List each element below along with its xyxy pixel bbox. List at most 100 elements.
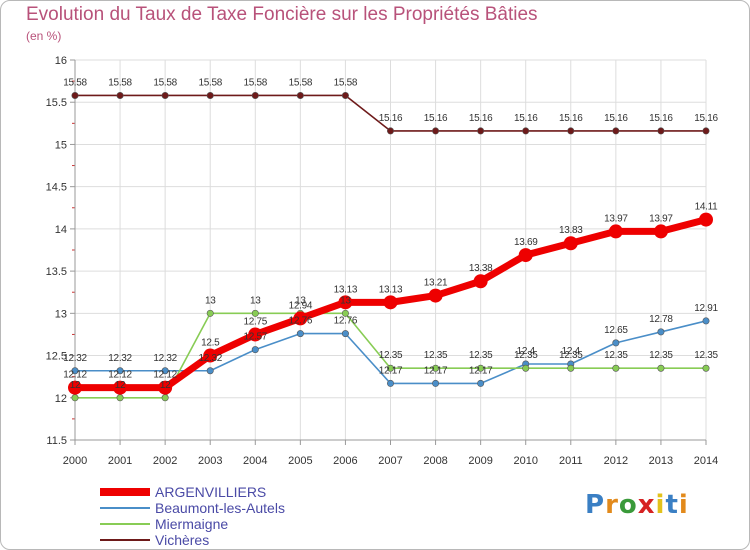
data-label: 13.13 [379,284,403,295]
series-point-0 [428,288,443,303]
series-point-1 [116,367,124,375]
data-label: 12.12 [153,370,177,381]
series-point-3 [432,127,440,135]
x-tick-label: 2012 [604,455,628,467]
series-point-1 [341,330,349,338]
series-point-3 [251,91,259,99]
series-point-2 [116,394,124,402]
data-label: 12.94 [289,300,313,311]
data-label: 15.58 [334,77,358,88]
proxiti-logo: Proxiti [585,490,689,520]
data-label: 13 [205,295,216,306]
axes-layer: 11.5 12 12.5 13 13.5 14 14.5 15 15.5 16 2000 2001 20… [46,55,719,467]
legend: ARGENVILLIERSBeaumont-les-AutelsMiermaig… [100,484,285,548]
series-point-3 [702,127,710,135]
data-label: 12.17 [379,365,403,376]
y-axis-unit-label: (en %) [26,29,62,43]
x-tick-label: 2013 [649,455,673,467]
y-tick-label: 13 [55,308,67,320]
data-label: 12.4 [517,346,536,357]
x-tick-label: 2003 [198,455,222,467]
data-label: 15.58 [153,77,177,88]
data-label: 15.16 [379,113,403,124]
series-point-2 [432,364,440,372]
series-point-0 [158,380,173,395]
series-layer [68,91,713,402]
data-label: 12.17 [469,365,493,376]
legend-label: ARGENVILLIERS [155,484,266,500]
series-point-3 [386,127,394,135]
data-label: 13.38 [469,263,493,274]
data-label: 15.16 [424,113,448,124]
series-point-0 [293,311,308,326]
logo-letter: x [637,490,656,520]
data-label: 14.11 [695,202,719,213]
x-tick-label: 2014 [694,455,718,467]
series-point-2 [657,364,665,372]
logo-letter: t [665,490,679,520]
data-label: 12.35 [604,350,628,361]
series-point-0 [383,295,398,310]
y-tick-label: 14 [55,224,67,236]
series-point-3 [567,127,575,135]
data-label: 12.35 [379,350,403,361]
series-point-2 [206,309,214,317]
series-point-2 [71,394,79,402]
y-tick-label: 12 [55,393,67,405]
legend-label: Beaumont-les-Autels [155,500,285,516]
data-label: 12.35 [424,350,448,361]
series-point-2 [612,364,620,372]
series-point-1 [161,367,169,375]
series-point-3 [341,91,349,99]
x-tick-label: 2001 [108,455,132,467]
series-point-0 [473,274,488,289]
data-label: 12.35 [649,350,673,361]
data-label: 12.32 [63,353,87,364]
logo-letter: P [585,490,606,520]
data-label: 15.58 [63,77,87,88]
data-label: 12.32 [153,353,177,364]
data-label: 15.16 [559,113,583,124]
x-tick-label: 2010 [513,455,537,467]
y-tick-label: 15.5 [46,97,67,109]
series-point-1 [206,367,214,375]
data-label: 13 [340,295,351,306]
series-point-1 [386,379,394,387]
y-tick-label: 13.5 [46,266,67,278]
series-point-1 [477,379,485,387]
x-tick-label: 2009 [468,455,492,467]
y-tick-label: 11.5 [46,435,67,447]
legend-label: Miermaigne [155,516,228,532]
series-point-1 [612,339,620,347]
x-tick-label: 2005 [288,455,312,467]
data-label: 12.76 [334,316,358,327]
data-label: 12.78 [649,314,673,325]
series-point-2 [341,309,349,317]
series-point-0 [203,348,218,363]
data-label: 13.13 [334,284,358,295]
data-label: 12.4 [562,346,581,357]
logo-letter: r [605,490,619,520]
logo-letter: i [655,490,666,520]
data-label: 12.32 [198,353,222,364]
data-label: 12.57 [244,332,268,343]
y-tick-label: 14.5 [46,182,67,194]
x-tick-label: 2008 [423,455,447,467]
series-point-2 [477,364,485,372]
data-label: 12 [160,380,171,391]
series-point-3 [161,91,169,99]
chart-title: Evolution du Taux de Taxe Foncière sur l… [26,4,538,25]
data-label: 12 [70,380,81,391]
series-point-3 [71,91,79,99]
data-label: 13.97 [604,213,628,224]
data-label: 13.69 [514,237,538,248]
series-point-2 [522,364,530,372]
y-tick-label: 16 [55,55,67,67]
x-tick-label: 2007 [378,455,402,467]
data-label: 15.58 [289,77,313,88]
series-point-3 [522,127,530,135]
data-label: 12.35 [514,350,538,361]
series-point-2 [567,364,575,372]
series-point-0 [338,295,353,310]
data-label: 13 [250,295,261,306]
